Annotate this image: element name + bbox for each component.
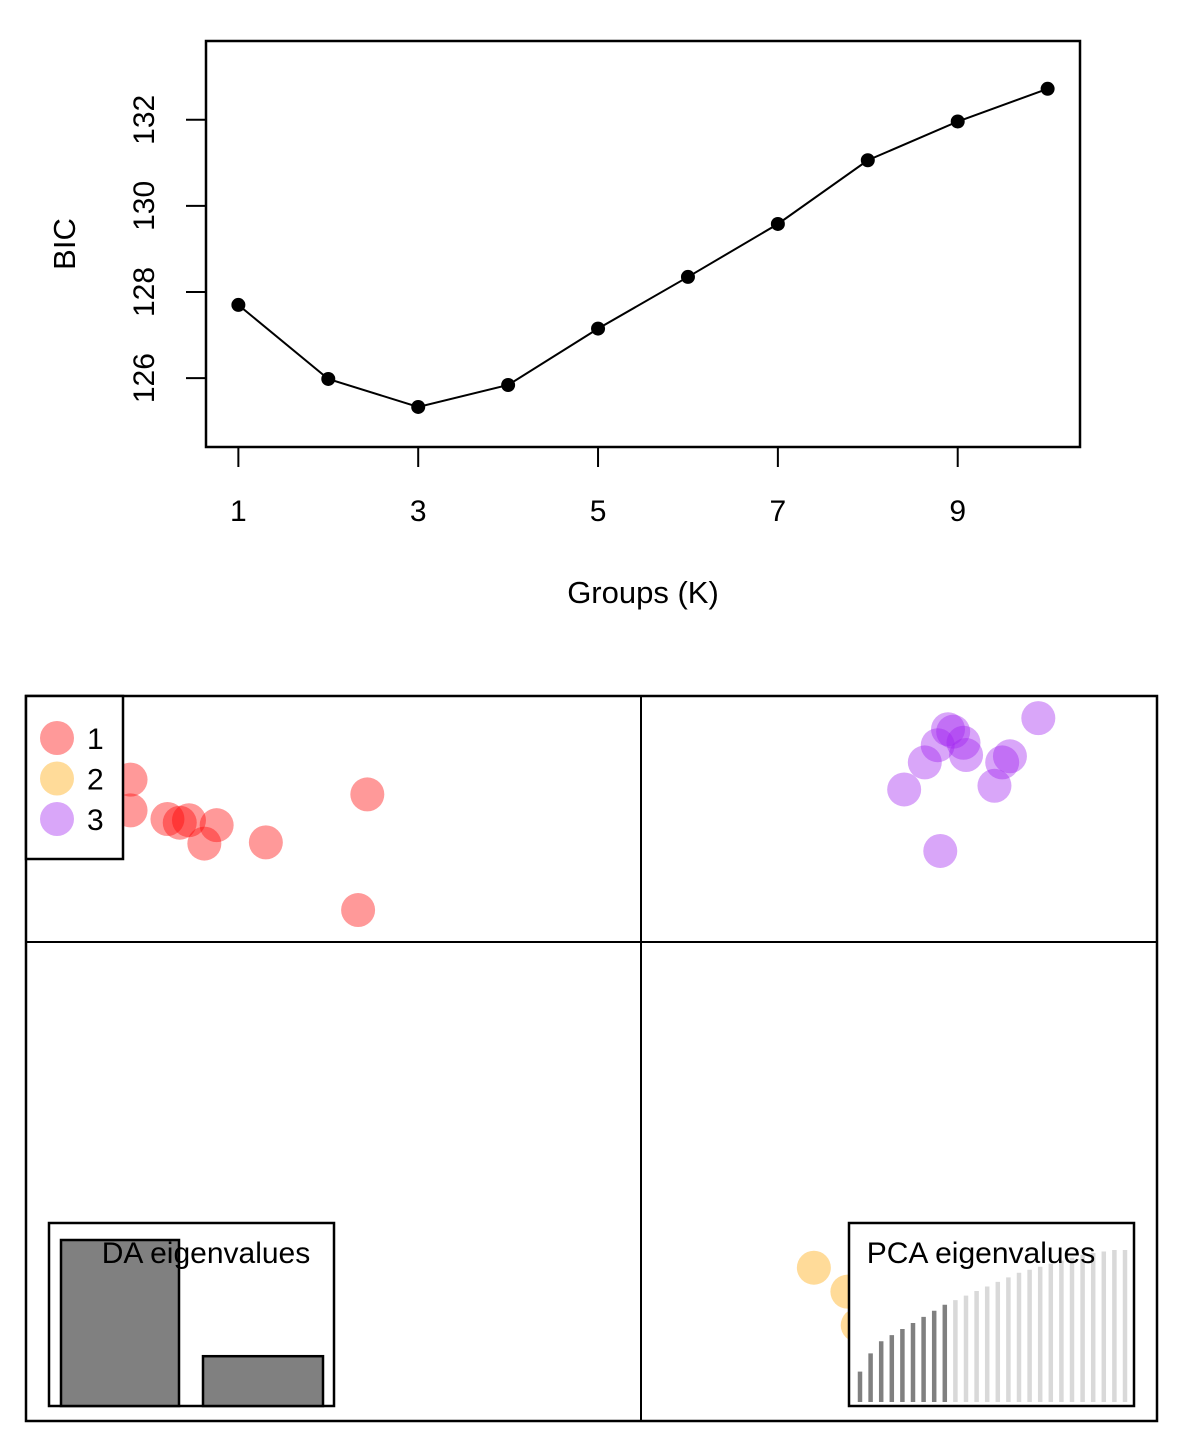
scatter-point-group-3: [992, 739, 1027, 774]
pca-eigenvalues-inset: PCA eigenvalues: [847, 1221, 1136, 1408]
bic-point: [860, 153, 875, 168]
scatter-point-group-1: [248, 825, 283, 860]
bic-x-axis: 1 3 5 7 9: [230, 447, 966, 528]
bic-y-axis: 126 128 130 132: [128, 95, 206, 403]
scatter-point-group-3: [977, 768, 1012, 803]
scatter-point-group-3: [1021, 701, 1056, 736]
legend-swatch: [40, 802, 74, 836]
bic-point: [591, 321, 606, 336]
bic-y-axis-title: BIC: [47, 218, 82, 270]
da-eigenvalue-bar: [201, 1354, 325, 1408]
scatter-point-group-3: [946, 725, 981, 760]
legend-label: 1: [87, 723, 104, 756]
bic-point: [231, 297, 246, 312]
pca-inset-box: [847, 1221, 1136, 1408]
da-inset-title: DA eigenvalues: [102, 1237, 310, 1270]
bic-point: [950, 114, 965, 129]
bic-point: [1040, 81, 1055, 96]
pca-inset-title: PCA eigenvalues: [867, 1237, 1096, 1270]
bic-point: [321, 371, 336, 386]
scatter-point-group-3: [923, 833, 958, 868]
legend-box: [24, 694, 125, 861]
bic-point: [680, 269, 695, 284]
y-tick-label: 132: [128, 95, 161, 145]
scatter-point-group-1: [162, 805, 197, 840]
scatter-plot-frame: [24, 694, 1159, 1423]
scatter-point-group-1: [171, 803, 206, 838]
x-tick-label: 5: [590, 495, 607, 528]
y-tick-label: 128: [128, 267, 161, 317]
legend-label: 2: [87, 764, 104, 797]
da-eigenvalues-inset: DA eigenvalues: [47, 1221, 336, 1408]
bic-series-line: [237, 87, 1048, 408]
y-tick-label: 126: [128, 353, 161, 403]
legend: 1 2 3: [24, 694, 125, 861]
scatter-point-group-1: [199, 808, 234, 843]
scatter-point-group-3: [887, 772, 922, 807]
bic-chart: 1 3 5 7 9 126 128 130 132 Groups (K) BIC: [47, 39, 1082, 610]
scatter-point-group-3: [985, 745, 1020, 780]
scatter-point-group-3: [936, 714, 971, 749]
scatter-point-group-3: [907, 745, 942, 780]
legend-swatch: [40, 761, 74, 796]
da-eigenvalue-bar: [59, 1238, 181, 1408]
bic-point: [770, 216, 785, 231]
scatter-point-group-3: [949, 738, 984, 773]
bic-point: [501, 378, 516, 393]
scatter-point-group-1: [187, 826, 222, 861]
bic-point: [411, 399, 426, 414]
x-tick-label: 3: [410, 495, 427, 528]
bic-points: [231, 81, 1055, 414]
scatter-point-group-3: [920, 728, 955, 763]
scatter-point-group-3: [931, 712, 966, 747]
legend-swatch: [40, 721, 74, 755]
x-tick-label: 9: [949, 495, 966, 528]
bic-plot-frame: [204, 39, 1082, 449]
dapc-scatter-chart: 1 2 3 DA eigenvalues PCA eigenvalues: [24, 694, 1159, 1423]
y-tick-label: 130: [128, 181, 161, 231]
bic-x-axis-title: Groups (K): [567, 575, 719, 610]
legend-label: 3: [87, 804, 104, 837]
x-tick-label: 1: [230, 495, 247, 528]
scatter-point-group-1: [350, 777, 385, 812]
scatter-point-group-1: [150, 802, 185, 836]
x-tick-label: 7: [770, 495, 787, 528]
scatter-point-group-2: [796, 1250, 831, 1285]
scatter-point-group-1: [341, 893, 376, 928]
